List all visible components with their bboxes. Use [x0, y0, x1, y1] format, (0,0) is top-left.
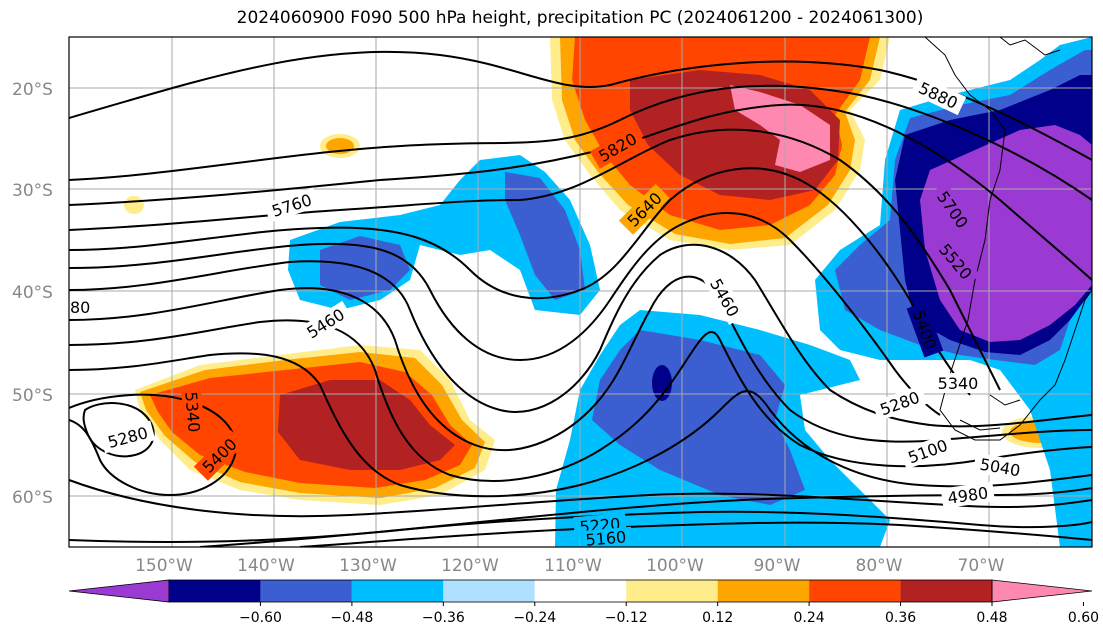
map-area: 5880 5820 5760 5700 5640 5580 [50, 37, 1092, 549]
latitude-labels: 20°S 30°S 40°S 50°S 60°S [12, 80, 53, 508]
map-frame [68, 36, 1093, 548]
contour-label: 5580 [50, 298, 91, 317]
colorbar-tick-label: −0.24 [513, 610, 556, 626]
lat-label: 30°S [12, 181, 53, 201]
colorbar-tick-label: 0.60 [1068, 610, 1099, 626]
colorbar: −0.60 −0.48 −0.36 −0.24 −0.12 0.12 0.24 0.36 0.4… [68, 579, 1099, 626]
lon-label: 130°W [339, 556, 397, 576]
contour-label: 5160 [585, 527, 627, 549]
colorbar-tick-label: 0.36 [885, 610, 916, 626]
colorbar-segment [900, 580, 992, 602]
colorbar-segment [717, 580, 810, 602]
lon-label: 80°W [856, 556, 903, 576]
lon-label: 70°W [958, 556, 1005, 576]
precip-shading [124, 37, 1092, 547]
longitude-labels: 150°W 140°W 130°W 120°W 110°W 100°W 90°W… [135, 556, 1005, 576]
colorbar-outline [168, 579, 993, 603]
colorbar-segment [260, 580, 352, 602]
colorbar-extension-min [68, 579, 170, 603]
lon-label: 140°W [237, 556, 295, 576]
coastline [924, 37, 1092, 441]
contour-label: 5340 [938, 374, 979, 393]
colorbar-segment [443, 580, 535, 602]
contour-labels: 5880 5820 5760 5700 5640 5580 [50, 75, 1028, 549]
colorbar-extension-max [991, 579, 1093, 603]
lon-label: 150°W [135, 556, 193, 576]
colorbar-segment [534, 580, 627, 602]
colorbar-segment [626, 580, 718, 602]
colorbar-segment [169, 580, 261, 602]
colorbar-tick-label: −0.12 [605, 610, 648, 626]
lat-label: 20°S [12, 80, 53, 100]
colorbar-tick-label: 0.24 [794, 610, 825, 626]
lon-label: 110°W [544, 556, 602, 576]
colorbar-segment [809, 580, 901, 602]
lat-label: 60°S [12, 488, 53, 508]
colorbar-tick-label: −0.48 [330, 610, 373, 626]
lat-label: 50°S [12, 386, 53, 406]
lat-label: 40°S [12, 283, 53, 303]
colorbar-tick-label: 0.48 [976, 610, 1007, 626]
lon-label: 90°W [754, 556, 801, 576]
lon-label: 100°W [646, 556, 704, 576]
colorbar-tick-label: 0.12 [702, 610, 733, 626]
lon-label: 120°W [441, 556, 499, 576]
colorbar-segment [351, 580, 444, 602]
colorbar-tick-label: −0.36 [422, 610, 465, 626]
map-title: 2024060900 F090 500 hPa height, precipit… [236, 8, 924, 28]
colorbar-tick-label: −0.60 [239, 610, 282, 626]
contour-label: 5340 [181, 391, 203, 433]
